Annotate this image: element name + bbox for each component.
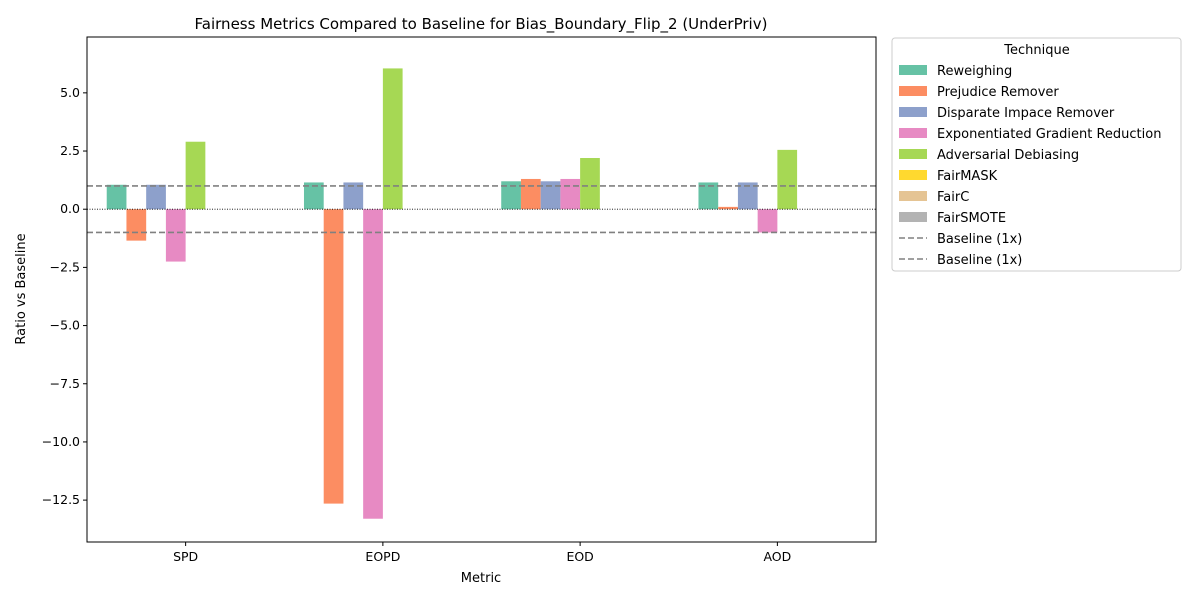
bar-reweighing-eopd bbox=[303, 182, 324, 210]
legend-label: Exponentiated Gradient Reduction bbox=[937, 127, 1161, 142]
x-tick-label: AOD bbox=[763, 549, 791, 564]
y-axis-label: Ratio vs Baseline bbox=[14, 233, 29, 344]
bar-disparate-impace-remover-aod bbox=[737, 182, 758, 210]
legend-label: FairC bbox=[937, 190, 969, 205]
legend-label: Reweighing bbox=[937, 64, 1012, 79]
legend-label: Disparate Impace Remover bbox=[937, 106, 1115, 121]
bar-exponentiated-gradient-reduction-spd bbox=[165, 209, 186, 262]
bars-layer bbox=[106, 68, 798, 519]
reference-lines-layer bbox=[87, 185, 876, 234]
y-tick-label: −12.5 bbox=[42, 492, 80, 507]
legend-swatch bbox=[899, 128, 927, 138]
x-tick-label: EOPD bbox=[365, 549, 400, 564]
bar-adversarial-debiasing-eopd bbox=[382, 68, 403, 210]
legend-swatch bbox=[899, 65, 927, 75]
x-axis: SPD EOPD EOD AOD bbox=[173, 542, 791, 564]
chart-title: Fairness Metrics Compared to Baseline fo… bbox=[195, 15, 768, 34]
bar-prejudice-remover-aod bbox=[718, 206, 738, 210]
legend-swatch bbox=[899, 191, 927, 201]
bar-reweighing-eod bbox=[501, 181, 521, 210]
legend-box bbox=[891, 37, 1182, 272]
legend-swatch bbox=[899, 170, 927, 180]
y-tick-label: −5.0 bbox=[50, 318, 80, 333]
bar-prejudice-remover-eopd bbox=[323, 209, 344, 504]
y-tick-label: −2.5 bbox=[50, 259, 80, 274]
bar-exponentiated-gradient-reduction-eopd bbox=[363, 209, 383, 519]
y-tick-label: 2.5 bbox=[60, 143, 80, 158]
legend-swatch bbox=[899, 107, 927, 117]
legend-label: FairSMOTE bbox=[937, 211, 1006, 226]
legend-label: Prejudice Remover bbox=[937, 85, 1059, 100]
y-tick-label: 5.0 bbox=[60, 85, 80, 100]
y-tick-label: −7.5 bbox=[50, 376, 80, 391]
legend: Technique Reweighing Prejudice Remover Dis… bbox=[891, 37, 1182, 272]
y-tick-label: −10.0 bbox=[42, 434, 80, 449]
x-tick-label: EOD bbox=[566, 549, 593, 564]
legend-swatch bbox=[899, 149, 927, 159]
legend-label: Baseline (1x) bbox=[937, 232, 1022, 247]
bar-disparate-impace-remover-eod bbox=[540, 181, 561, 210]
legend-title: Technique bbox=[1003, 43, 1069, 58]
bar-prejudice-remover-eod bbox=[520, 178, 541, 210]
y-tick-label: 0.0 bbox=[60, 201, 80, 216]
legend-label: FairMASK bbox=[937, 169, 998, 184]
bar-reweighing-spd bbox=[106, 184, 127, 210]
bar-adversarial-debiasing-spd bbox=[185, 141, 206, 210]
legend-swatch bbox=[899, 212, 927, 222]
bar-adversarial-debiasing-eod bbox=[580, 158, 600, 210]
bar-exponentiated-gradient-reduction-eod bbox=[560, 178, 581, 210]
bar-exponentiated-gradient-reduction-aod bbox=[757, 209, 778, 233]
legend-swatch bbox=[899, 86, 927, 96]
y-axis: 5.0 2.5 0.0 −2.5 −5.0 −7.5 −10.0 −12.5 bbox=[42, 85, 87, 507]
x-tick-label: SPD bbox=[173, 549, 198, 564]
plot-frame bbox=[86, 36, 877, 543]
legend-label: Baseline (1x) bbox=[937, 253, 1022, 268]
bar-disparate-impace-remover-eopd bbox=[343, 182, 364, 210]
bar-disparate-impace-remover-spd bbox=[146, 184, 166, 210]
bar-reweighing-aod bbox=[698, 182, 719, 210]
x-axis-label: Metric bbox=[461, 571, 501, 586]
legend-label: Adversarial Debiasing bbox=[937, 148, 1079, 163]
bar-adversarial-debiasing-aod bbox=[777, 149, 798, 210]
bar-prejudice-remover-spd bbox=[126, 209, 147, 241]
